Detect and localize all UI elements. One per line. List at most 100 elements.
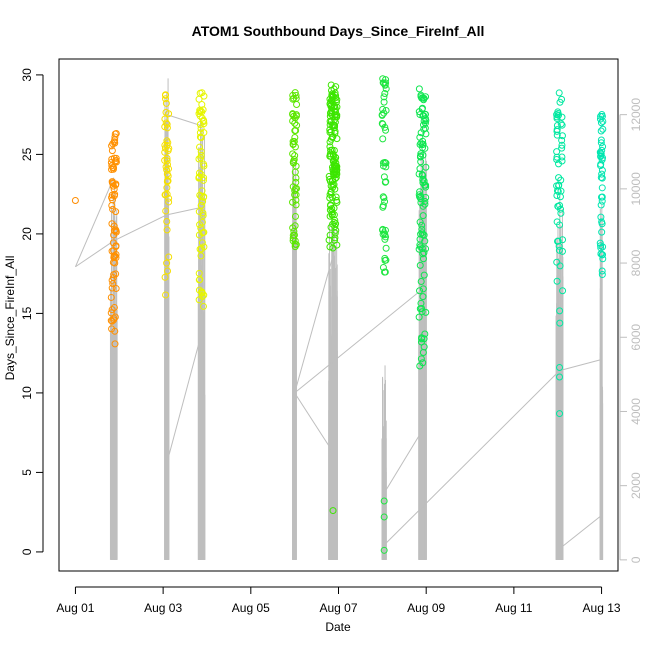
- data-point: [598, 170, 606, 178]
- data-point: [379, 105, 387, 113]
- data-point: [331, 129, 339, 137]
- data-point: [108, 147, 116, 155]
- data-point: [199, 106, 207, 114]
- data-point: [598, 267, 606, 275]
- data-point: [331, 234, 339, 242]
- data-point: [416, 218, 424, 226]
- line-segment: [75, 240, 115, 268]
- line-segment: [559, 514, 602, 550]
- data-point: [556, 410, 564, 418]
- data-point: [553, 258, 561, 266]
- data-point: [417, 195, 425, 203]
- data-point: [112, 243, 120, 251]
- data-point: [162, 99, 170, 107]
- data-point: [558, 144, 566, 152]
- data-point: [415, 85, 423, 93]
- data-point: [417, 278, 425, 286]
- data-point: [289, 91, 297, 99]
- data-point: [161, 273, 169, 281]
- data-point: [162, 291, 170, 299]
- data-point: [110, 227, 118, 235]
- data-point: [293, 100, 301, 108]
- data-point: [380, 497, 388, 505]
- data-point: [419, 293, 427, 301]
- data-point: [421, 330, 429, 338]
- data-point: [597, 201, 605, 209]
- data-point: [328, 111, 336, 119]
- data-point: [421, 200, 429, 208]
- y2-tick-label: 10000: [629, 172, 643, 206]
- data-point: [329, 507, 337, 515]
- data-point: [196, 245, 204, 253]
- data-point: [556, 307, 564, 315]
- y2-tick-label: 0: [629, 556, 643, 563]
- data-point: [195, 208, 203, 216]
- data-point: [329, 183, 337, 191]
- data-point: [196, 133, 204, 141]
- y-tick-label: 5: [20, 469, 34, 476]
- data-point: [198, 288, 206, 296]
- data-point: [326, 95, 334, 103]
- data-point: [379, 264, 387, 272]
- data-point: [161, 141, 169, 149]
- data-point: [420, 112, 428, 120]
- data-point: [553, 122, 561, 130]
- data-point: [556, 319, 564, 327]
- data-point: [598, 166, 606, 174]
- y2-tick-label: 6000: [629, 324, 643, 351]
- x-tick-label: Aug 11: [495, 601, 532, 615]
- data-point: [331, 229, 339, 237]
- data-point: [557, 120, 565, 128]
- data-point: [420, 343, 428, 351]
- data-point: [328, 208, 336, 216]
- data-point: [418, 104, 426, 112]
- data-point: [597, 242, 605, 250]
- data-point: [599, 125, 607, 133]
- data-point: [109, 274, 117, 282]
- data-point: [332, 220, 340, 228]
- data-point: [327, 117, 335, 125]
- data-point: [326, 109, 334, 117]
- data-point: [555, 174, 563, 182]
- data-point: [422, 163, 430, 171]
- data-point: [558, 136, 566, 144]
- data-point: [162, 207, 170, 215]
- data-point: [597, 162, 605, 170]
- data-point: [111, 133, 119, 141]
- data-point: [416, 188, 424, 196]
- data-point: [196, 89, 204, 97]
- data-point: [109, 258, 117, 266]
- data-point: [332, 171, 340, 179]
- data-point: [199, 211, 207, 219]
- data-point: [417, 355, 425, 363]
- data-point: [108, 202, 116, 210]
- y-tick-label: 10: [20, 386, 34, 400]
- data-point: [597, 136, 605, 144]
- data-point: [163, 226, 171, 234]
- data-point: [196, 221, 204, 229]
- data-point: [419, 285, 427, 293]
- data-point: [596, 239, 604, 247]
- data-point: [418, 308, 426, 316]
- data-point: [327, 152, 335, 160]
- data-point: [163, 259, 171, 267]
- data-point: [326, 243, 334, 251]
- data-point: [327, 135, 335, 143]
- data-point: [553, 187, 561, 195]
- data-point: [415, 313, 423, 321]
- data-point: [200, 118, 208, 126]
- data-point: [556, 373, 564, 381]
- data-point: [419, 250, 427, 258]
- data-point: [382, 178, 390, 186]
- data-point: [163, 120, 171, 128]
- data-point: [333, 167, 341, 175]
- data-point: [289, 237, 297, 245]
- data-point: [199, 302, 207, 310]
- data-point: [326, 112, 334, 120]
- data-point: [556, 363, 564, 371]
- data-point: [200, 291, 208, 299]
- x-tick-label: Aug 05: [232, 601, 270, 615]
- data-point: [553, 113, 561, 121]
- line-segment: [166, 114, 202, 127]
- data-point: [290, 155, 298, 163]
